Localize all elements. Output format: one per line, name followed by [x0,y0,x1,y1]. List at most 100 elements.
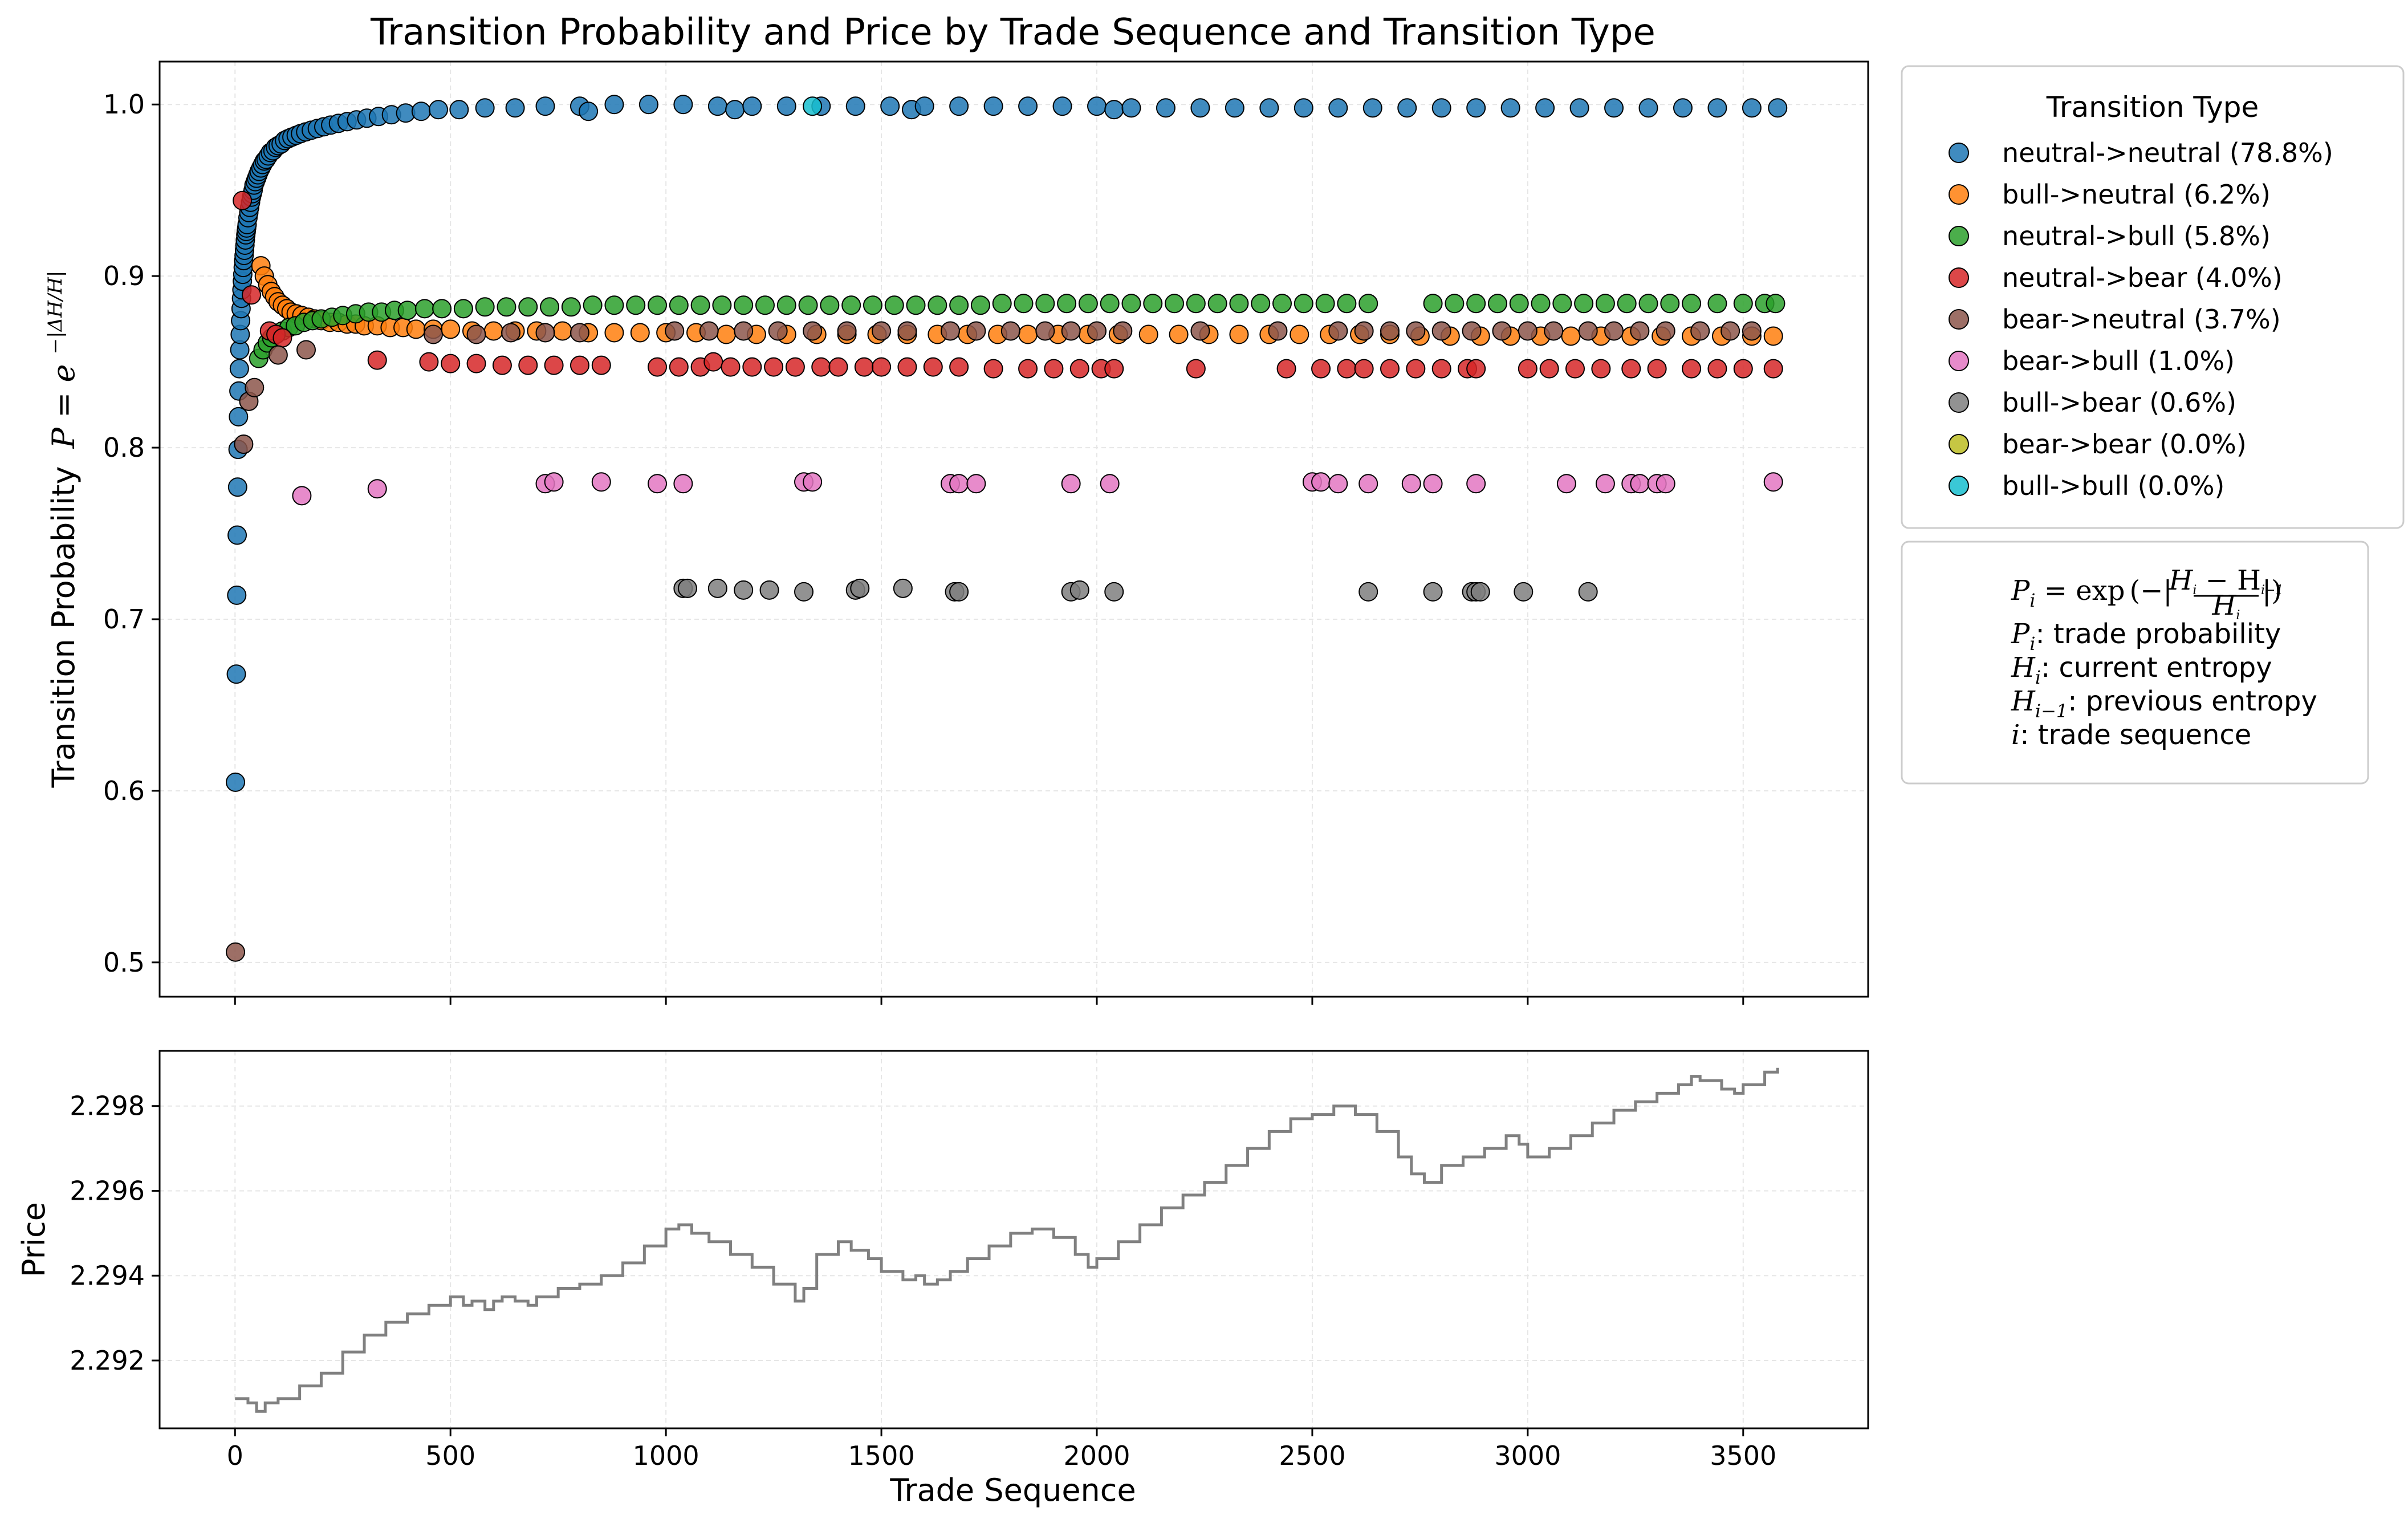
scatter-point [786,358,804,376]
price-plot-area [160,1051,1868,1428]
scatter-point [1406,322,1425,340]
legend-label: neutral->bull (5.8%) [2002,221,2271,251]
scatter-point [245,379,263,397]
scatter-point [1044,360,1063,378]
scatter-point [536,97,554,115]
scatter-point [1113,322,1132,340]
scatter-point [734,322,752,340]
scatter-point [1071,360,1089,378]
scatter-point [1088,322,1106,340]
scatter-point [554,322,572,340]
y-tick-label: 0.7 [103,604,145,635]
scatter-point [1682,294,1701,312]
scatter-point [967,474,985,493]
chart-title: Transition Probability and Price by Trad… [370,11,1656,54]
x-tick-label: 500 [425,1440,475,1471]
scatter-point [1682,360,1701,378]
scatter-point [709,579,727,598]
scatter-point [1661,294,1679,312]
scatter-point [398,301,417,319]
legend-marker [1949,310,1968,329]
scatter-point [579,102,597,120]
scatter-point [648,296,666,314]
scatter-point [1337,360,1356,378]
legend-label: bull->bull (0.0%) [2002,470,2224,501]
scatter-point [416,299,434,318]
scatter-point [1144,294,1162,312]
legend-label: bull->neutral (6.2%) [2002,179,2271,210]
y-tick-label: 2.296 [70,1175,145,1206]
scatter-point [778,296,796,314]
scatter-point [1618,294,1636,312]
scatter-point [881,97,899,115]
scatter-point [743,358,761,376]
scatter-point [450,100,468,119]
x-tick-label: 2000 [1063,1440,1130,1471]
scatter-point [1605,99,1623,117]
scatter-point [1532,294,1550,312]
scatter-point [1536,99,1554,117]
scatter-point [1122,294,1140,312]
scatter-point [842,296,860,314]
scatter-point [1191,99,1209,117]
scatter-point [1734,360,1752,378]
scatter-point [847,97,865,115]
scatter-point [734,581,752,599]
scatter-point [1337,294,1356,312]
scatter-point [1140,325,1158,343]
scatter-point [467,325,486,343]
scatter-point [1596,474,1614,493]
scatter-point [605,95,623,113]
scatter-point [1260,99,1278,117]
scatter-point [1471,583,1490,601]
scatter-point [1364,99,1382,117]
scatter-point [493,356,511,375]
scatter-point [713,296,731,314]
scatter-point [1226,99,1244,117]
legend-marker [1949,185,1968,204]
formula-definition: Pi: trade probability [2011,618,2281,655]
scatter-point [678,579,697,598]
scatter-point [1571,99,1589,117]
scatter-point [799,296,817,314]
legend: Transition Type neutral->neutral (78.8%)… [1902,66,2403,528]
scatter-point [1708,360,1726,378]
scatter-point [227,665,246,683]
scatter-point [985,360,1003,378]
scatter-point [778,97,796,115]
scatter-point [1312,360,1330,378]
scatter-point [1630,474,1649,493]
scatter-point [1359,294,1377,312]
scatter-point [1721,322,1739,340]
formula-rhs: = exp [2036,575,2125,607]
scatter-point [1398,99,1416,117]
scatter-point [467,355,486,373]
scatter-point [1514,583,1532,601]
scatter-point [1088,97,1106,115]
y-tick-label: 2.294 [70,1260,145,1291]
legend-marker [1949,434,1968,454]
scatter-point [584,296,602,314]
scatter-point [605,323,623,342]
scatter-point [1493,322,1511,340]
probability-y-ticks: 0.5 0.6 0.7 0.8 0.9 1.0 [103,89,160,978]
scatter-point [420,353,438,371]
scatter-point [722,358,740,376]
scatter-point [1557,474,1576,493]
probability-y-label-exponent: −|ΔH/H| [44,271,67,355]
scatter-point [1766,294,1784,312]
scatter-point [894,579,912,598]
scatter-point [795,583,813,601]
scatter-point [1381,360,1399,378]
scatter-point [1278,360,1296,378]
scatter-point [1329,99,1347,117]
scatter-point [907,296,925,314]
scatter-point [1105,360,1123,378]
scatter-point [1519,322,1537,340]
scatter-point [230,360,249,378]
legend-title: Transition Type [2046,91,2259,124]
scatter-point [950,296,968,314]
scatter-point [967,322,985,340]
scatter-point [1544,322,1563,340]
legend-label: neutral->bear (4.0%) [2002,262,2283,293]
